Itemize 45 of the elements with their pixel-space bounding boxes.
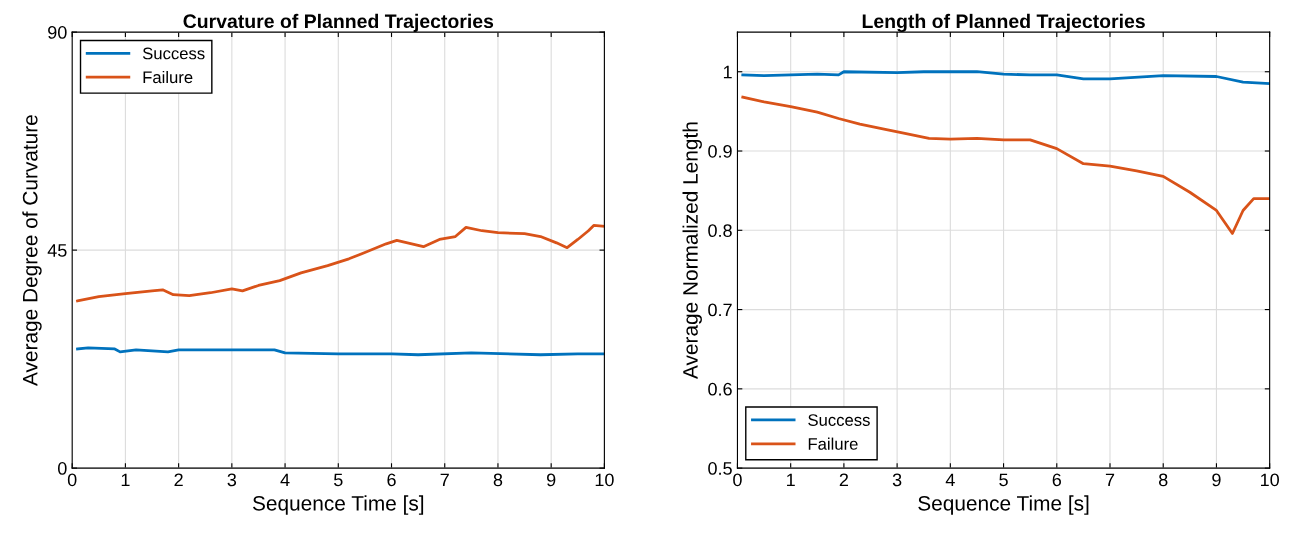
- y-axis-title: Average Degree of Curvature: [22, 115, 42, 386]
- x-tick-label: 8: [493, 473, 503, 487]
- y-tick-label: 0.6: [708, 382, 732, 396]
- x-tick-label: 9: [547, 473, 556, 487]
- x-tick-label: 3: [227, 473, 237, 487]
- y-tick-label: 0: [57, 462, 67, 475]
- x-tick-label: 6: [387, 473, 396, 487]
- x-tick-label: 10: [1261, 473, 1279, 487]
- x-tick-label: 7: [1105, 473, 1115, 487]
- y-tick-label: 45: [47, 244, 67, 257]
- y-tick-label: 0.7: [708, 303, 732, 317]
- x-tick-label: 3: [892, 473, 902, 487]
- x-tick-label: 1: [787, 473, 795, 487]
- x-tick-label: 5: [999, 473, 1008, 487]
- line-series: [741, 70, 1270, 86]
- legend-label: Failure: [808, 437, 858, 450]
- legend-label: Failure: [143, 70, 193, 84]
- x-tick-label: 7: [440, 473, 449, 487]
- x-tick-label: 4: [945, 473, 955, 487]
- line-series: [76, 224, 605, 303]
- x-tick-label: 5: [333, 473, 343, 487]
- line-series: [76, 346, 605, 357]
- x-tick-label: 0: [733, 473, 742, 487]
- x-tick-label: 2: [839, 473, 849, 487]
- y-axis-title: Average Normalized Length: [682, 122, 702, 379]
- x-tick-label: 8: [1158, 473, 1168, 487]
- y-tick-label: 90: [48, 26, 67, 39]
- y-tick-label: 0.8: [708, 224, 732, 238]
- x-tick-label: 4: [280, 473, 290, 487]
- x-tick-label: 9: [1212, 473, 1221, 487]
- legend-label: Success: [808, 414, 870, 426]
- x-tick-label: 1: [121, 473, 130, 487]
- y-tick-label: 1: [723, 65, 732, 79]
- x-tick-label: 2: [174, 473, 183, 487]
- x-tick-label: 6: [1052, 473, 1062, 487]
- line-series: [741, 95, 1270, 235]
- x-tick-label: 0: [67, 473, 77, 487]
- y-tick-label: 0.9: [708, 144, 732, 158]
- legend-label: Success: [142, 47, 205, 60]
- y-tick-label: 0.5: [708, 462, 732, 475]
- chart-title: Curvature of Planned Trajectories: [183, 13, 494, 32]
- x-axis-title: Sequence Time [s]: [918, 495, 1089, 515]
- chart-title: Length of Planned Trajectories: [862, 13, 1145, 33]
- x-tick-label: 10: [595, 473, 614, 487]
- x-axis-title: Sequence Time [s]: [252, 495, 424, 515]
